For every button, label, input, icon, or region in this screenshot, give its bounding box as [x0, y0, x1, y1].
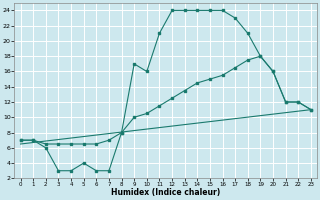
- X-axis label: Humidex (Indice chaleur): Humidex (Indice chaleur): [111, 188, 220, 197]
